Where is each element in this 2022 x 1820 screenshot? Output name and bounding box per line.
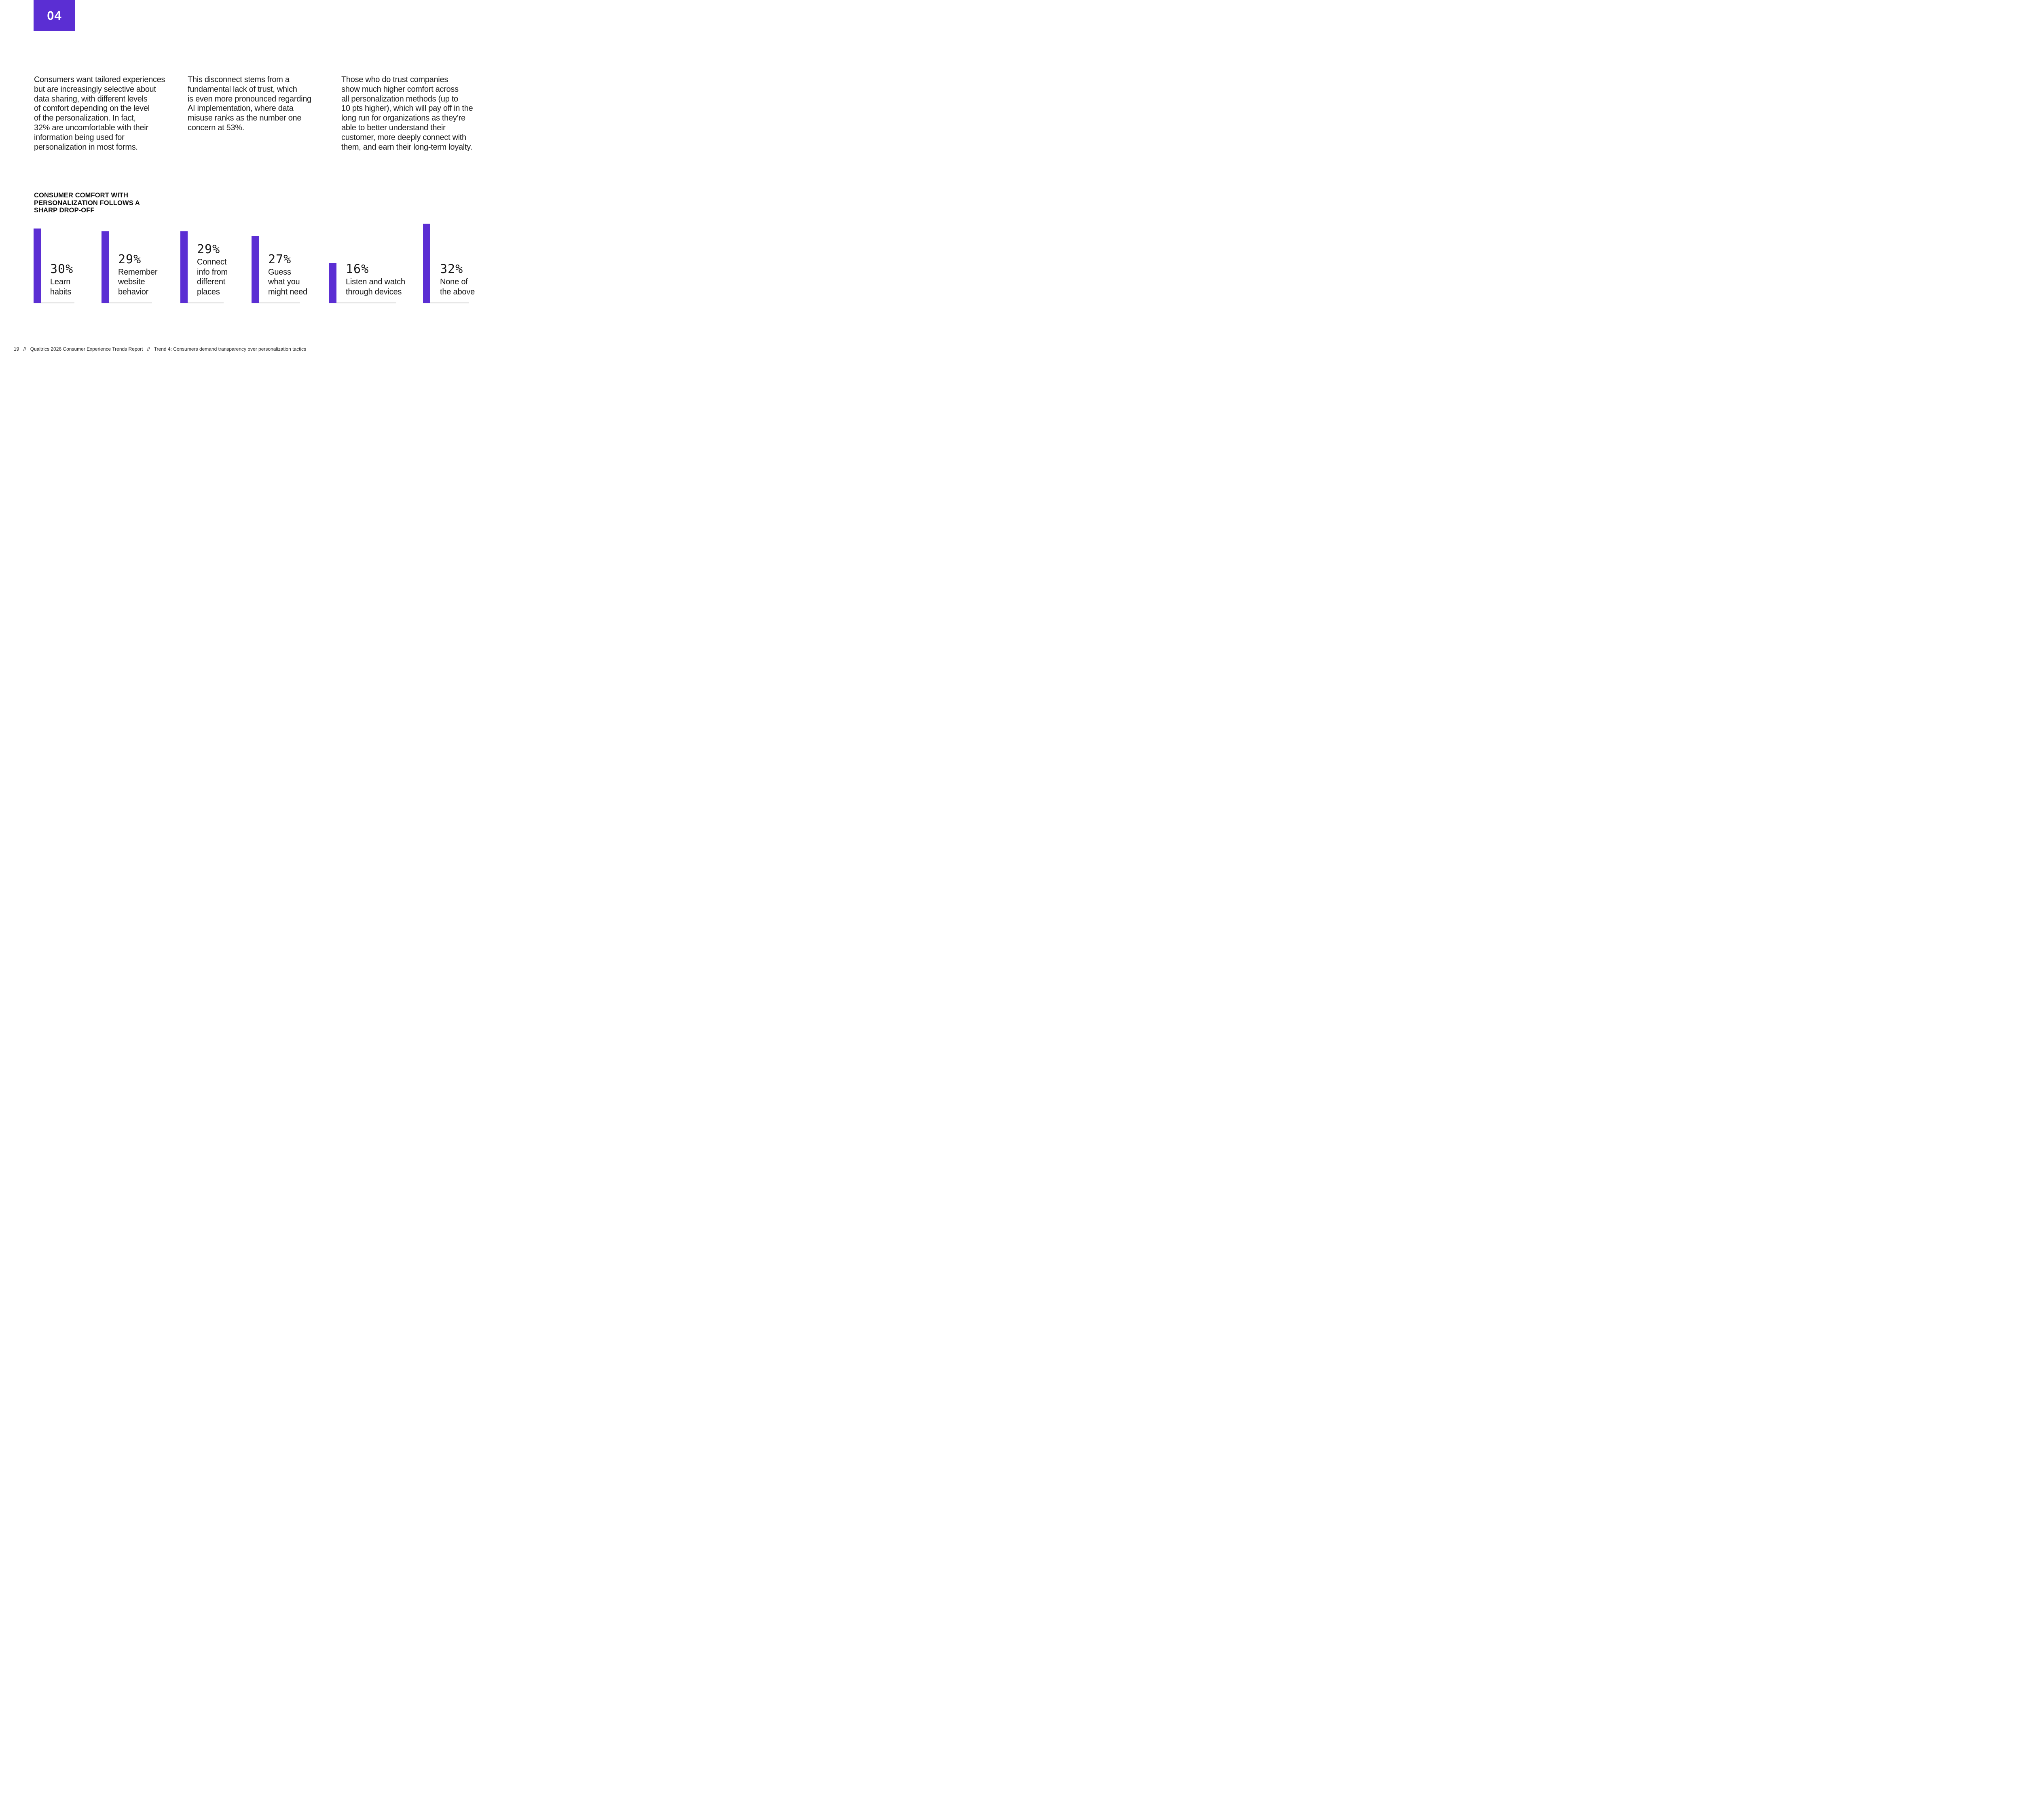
paragraph-line: is even more pronounced regarding	[188, 94, 311, 104]
bar-label-line: behavior	[118, 287, 149, 296]
bar-listen-watch-through-devices	[329, 263, 336, 303]
bar-value: 29%	[197, 242, 220, 256]
bar-label-line: the above	[440, 287, 475, 296]
bar-guess-what-you-might-need	[252, 236, 259, 303]
bar-value: 16%	[346, 262, 369, 276]
paragraph-line: fundamental lack of trust, which	[188, 85, 297, 94]
paragraph-line: 10 pts higher), which will pay off in th…	[341, 104, 473, 113]
bar-label-line: what you	[268, 277, 300, 286]
bar-learn-habits	[34, 229, 41, 303]
chart-title-line: CONSUMER COMFORT WITH	[34, 192, 129, 199]
paragraph-line: Those who do trust companies	[341, 75, 448, 84]
chart-title: CONSUMER COMFORT WITH PERSONALIZATION FO…	[34, 192, 140, 214]
bar-label-line: places	[197, 287, 220, 296]
bar-value: 29%	[118, 252, 142, 267]
bar-remember-website-behavior	[102, 231, 109, 303]
bar-label-line: None of	[440, 277, 468, 286]
footer: 19 // Qualtrics 2026 Consumer Experience…	[14, 346, 306, 352]
section-number: 04	[47, 8, 62, 23]
paragraph-line: concern at 53%.	[188, 123, 245, 132]
bar-connect-info-different-places	[180, 231, 188, 303]
bar-label-line: different	[197, 277, 226, 286]
footer-separator: //	[23, 346, 26, 352]
paragraph-line: of the personalization. In fact,	[34, 114, 136, 123]
paragraph-line: data sharing, with different levels	[34, 94, 148, 104]
bar-group-learn-habits: 30% Learn habits	[50, 262, 73, 297]
paragraph-line: them, and earn their long-term loyalty.	[341, 142, 472, 152]
footer-trend-title: Trend 4: Consumers demand transparency o…	[154, 346, 307, 352]
bar-label-line: website	[118, 277, 145, 286]
bar-group-connect-info-different-places: 29% Connect info from different places	[197, 243, 228, 297]
paragraph-line: all personalization methods (up to	[341, 94, 458, 104]
bar-label-line: Listen and watch	[346, 277, 405, 286]
bar-value: 27%	[268, 252, 292, 267]
footer-report-title: Qualtrics 2026 Consumer Experience Trend…	[30, 346, 143, 352]
bar-group-listen-watch-through-devices: 16% Listen and watch through devices	[346, 262, 405, 297]
bar-label-line: through devices	[346, 287, 402, 296]
chart-title-line: PERSONALIZATION FOLLOWS A	[34, 199, 140, 207]
bar-label-line: Connect	[197, 258, 227, 267]
bar-value: 32%	[440, 262, 463, 276]
paragraph-line: misuse ranks as the number one	[188, 114, 302, 123]
page-number: 19	[14, 346, 19, 352]
bar-group-guess-what-you-might-need: 27% Guess what you might need	[268, 253, 307, 297]
bar-value: 30%	[50, 262, 74, 276]
paragraph-line: 32% are uncomfortable with their	[34, 123, 148, 132]
intro-paragraph-2: This disconnect stems from a fundamental…	[188, 75, 311, 133]
paragraph-line: This disconnect stems from a	[188, 75, 290, 84]
intro-paragraph-3: Those who do trust companies show much h…	[341, 75, 473, 152]
bar-label-line: Remember	[118, 267, 158, 277]
paragraph-line: personalization in most forms.	[34, 142, 138, 152]
report-page: 04 Consumers want tailored experiences b…	[0, 0, 647, 364]
paragraph-line: of comfort depending on the level	[34, 104, 150, 113]
bar-group-remember-website-behavior: 29% Remember website behavior	[118, 252, 158, 297]
bar-none-of-the-above	[423, 224, 430, 303]
bar-label-line: Guess	[268, 267, 291, 277]
intro-paragraph-1: Consumers want tailored experiences but …	[34, 75, 165, 152]
paragraph-line: but are increasingly selective about	[34, 85, 156, 94]
bar-group-none-of-the-above: 32% None of the above	[440, 262, 475, 297]
footer-separator: //	[147, 346, 150, 352]
section-number-badge: 04	[34, 0, 75, 31]
paragraph-line: customer, more deeply connect with	[341, 133, 466, 142]
paragraph-line: show much higher comfort across	[341, 85, 459, 94]
paragraph-line: long run for organizations as they’re	[341, 114, 465, 123]
bar-label-line: info from	[197, 267, 228, 277]
paragraph-line: able to better understand their	[341, 123, 446, 132]
paragraph-line: information being used for	[34, 133, 125, 142]
bar-label-line: Learn	[50, 277, 71, 286]
bar-label-line: habits	[50, 287, 72, 296]
paragraph-line: AI implementation, where data	[188, 104, 294, 113]
paragraph-line: Consumers want tailored experiences	[34, 75, 165, 84]
bar-label-line: might need	[268, 287, 307, 296]
chart-title-line: SHARP DROP-OFF	[34, 207, 95, 214]
